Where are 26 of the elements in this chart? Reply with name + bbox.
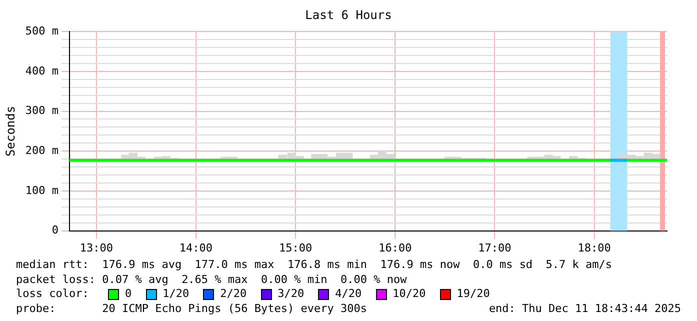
- y-tick-label: 400 m: [25, 64, 59, 78]
- legend-label: 19/20: [456, 287, 490, 302]
- y-tick-label: 300 m: [25, 104, 59, 118]
- x-tick-label: 17:00: [478, 241, 512, 254]
- y-tick-label: 100 m: [25, 184, 59, 197]
- x-tick-label: 13:00: [80, 241, 113, 254]
- legend-label: 1/20: [162, 287, 190, 302]
- legend-label: 2/20: [220, 287, 247, 302]
- x-tick-label: 15:00: [279, 241, 312, 254]
- chart-title: Last 6 Hours: [304, 7, 393, 22]
- legend-label: 0: [125, 287, 132, 302]
- text: end: Thu Dec 11 18:43:44 2025: [488, 302, 681, 316]
- legend-title: loss color:: [16, 287, 90, 302]
- x-tick-label: 16:00: [378, 241, 412, 254]
- legend-label: 4/20: [335, 287, 362, 302]
- y-tick-label: 500 m: [25, 24, 59, 38]
- legend-label: 3/20: [278, 287, 304, 302]
- text: median rtt: 176.9 ms avg 177.0 ms max 176.8 ms min 176.9 ms now 0.0 ms sd 5.7 k am/s: [16, 258, 614, 272]
- text: packet loss: 0.07 % avg 2.65 % max 0.00 % min 0.00 % now: [16, 272, 408, 287]
- y-tick-label: 0: [52, 224, 59, 237]
- text: probe: 20 ICMP Echo Pings (56 Bytes) every 300s: [16, 302, 367, 316]
- x-tick-label: 18:00: [578, 241, 611, 254]
- y-tick-label: 200 m: [25, 144, 59, 157]
- x-tick-label: 14:00: [179, 241, 213, 254]
- y-axis-title: Seconds: [3, 106, 18, 156]
- legend-label: 10/20: [392, 287, 426, 302]
